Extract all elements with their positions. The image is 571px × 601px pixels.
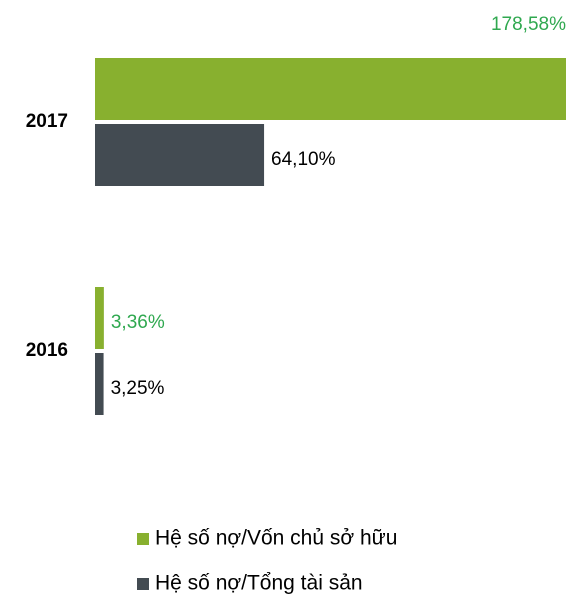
legend-label: Hệ số nợ/Tổng tài sản bbox=[155, 572, 363, 595]
bar bbox=[95, 353, 104, 415]
category-label: 2016 bbox=[26, 340, 68, 361]
legend-swatch bbox=[137, 533, 149, 545]
legend-swatch bbox=[137, 578, 149, 590]
value-label: 64,10% bbox=[271, 149, 336, 170]
value-label: 3,25% bbox=[111, 378, 165, 399]
value-label: 178,58% bbox=[491, 14, 566, 35]
bar bbox=[95, 58, 566, 120]
value-label: 3,36% bbox=[111, 312, 165, 333]
legend-label: Hệ số nợ/Vốn chủ sở hữu bbox=[155, 527, 397, 550]
bar bbox=[95, 124, 265, 186]
category-label: 2017 bbox=[26, 111, 68, 132]
bar bbox=[95, 287, 104, 349]
